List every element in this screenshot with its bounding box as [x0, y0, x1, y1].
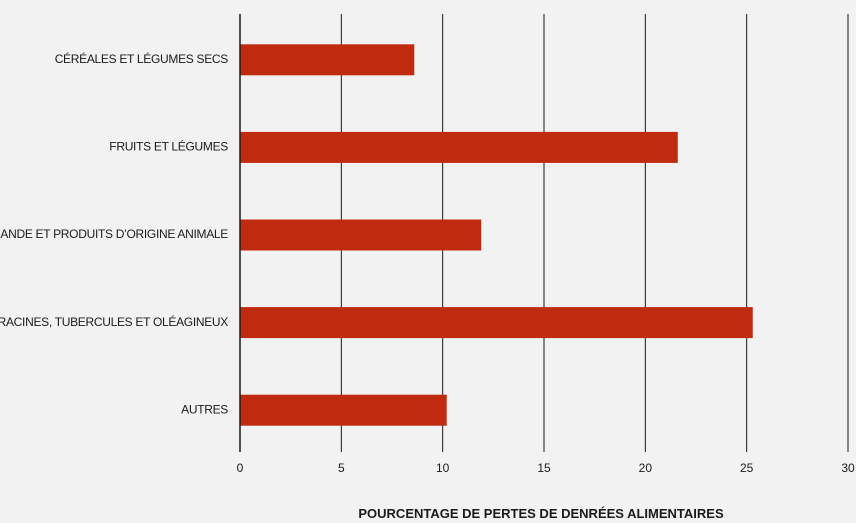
x-tick-label: 0 — [237, 461, 244, 475]
x-tick-label: 30 — [841, 461, 855, 475]
bars — [240, 44, 753, 426]
bar — [240, 44, 415, 76]
category-label: RACINES, TUBERCULES ET OLÉAGINEUX — [0, 314, 228, 329]
gridlines — [340, 14, 849, 452]
x-tick-label: 20 — [639, 461, 653, 475]
x-tick-label: 5 — [338, 461, 345, 475]
x-tick-label: 25 — [740, 461, 754, 475]
category-label: FRUITS ET LÉGUMES — [109, 139, 228, 154]
bar — [240, 131, 678, 163]
bar — [240, 394, 447, 426]
category-labels: CÉRÉALES ET LÉGUMES SECS FRUITS ET LÉGUME… — [0, 51, 229, 416]
x-tick-label: 10 — [436, 461, 450, 475]
category-label: AUTRES — [181, 402, 228, 416]
x-tick-label: 15 — [537, 461, 551, 475]
bar — [240, 219, 482, 251]
category-label: CÉRÉALES ET LÉGUMES SECS — [55, 51, 229, 66]
bar — [240, 307, 753, 339]
category-label: VIANDE ET PRODUITS D’ORIGINE ANIMALE — [0, 227, 228, 241]
x-axis-title: POURCENTAGE DE PERTES DE DENRÉES ALIMENT… — [358, 506, 724, 521]
x-tick-labels: 0 5 10 15 20 25 30 — [237, 461, 855, 475]
